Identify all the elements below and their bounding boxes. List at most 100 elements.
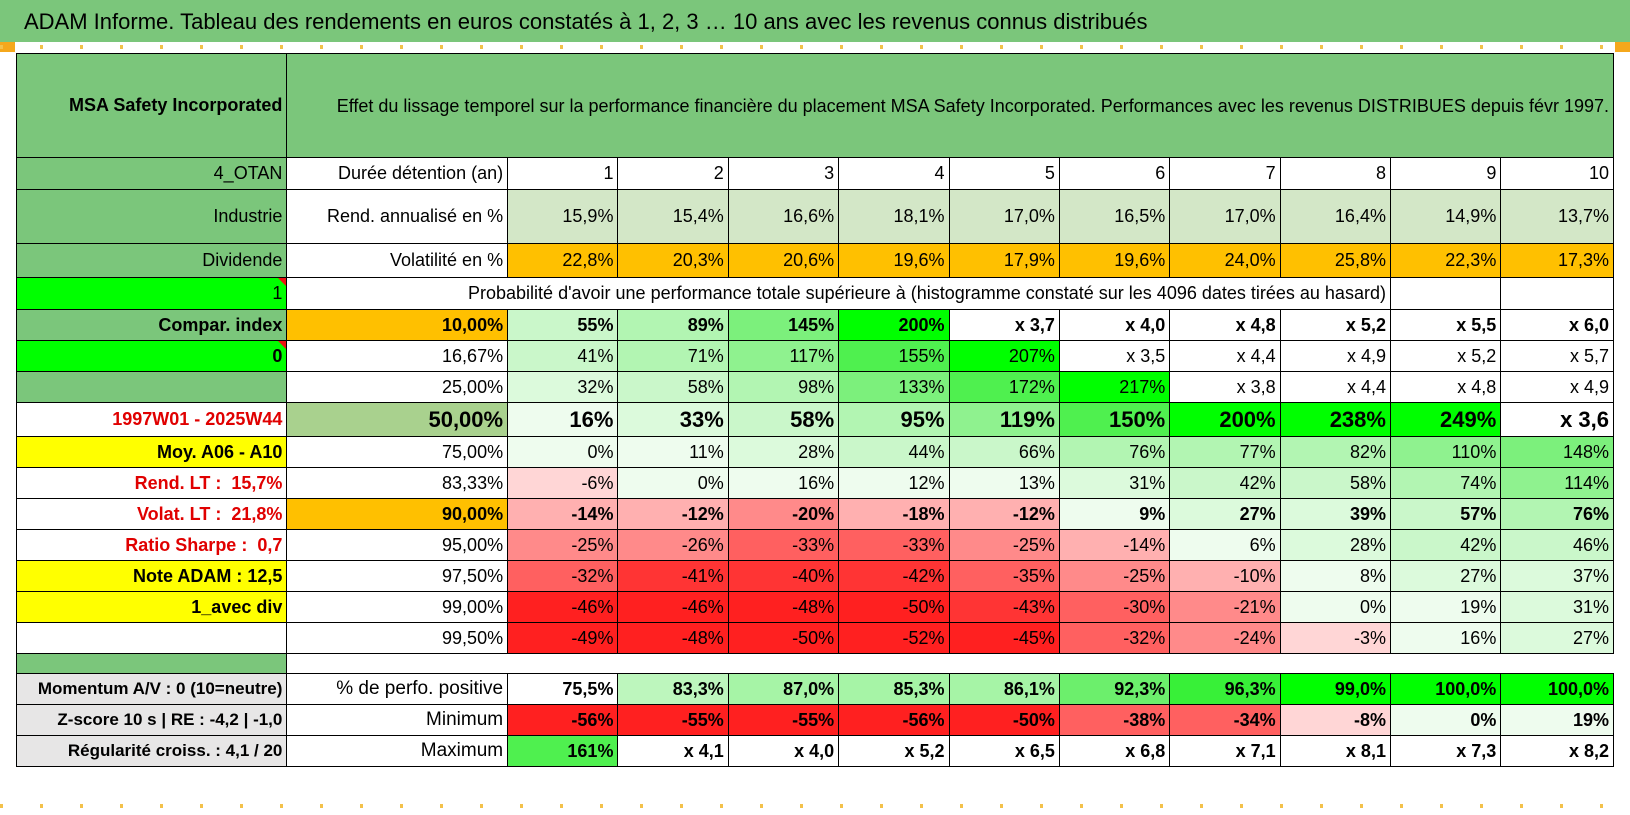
pos-cell: 100,0% [1500, 673, 1614, 705]
proba-cell: 200% [838, 309, 950, 341]
threshold-percent: 25,00% [286, 371, 509, 403]
rend-cell: 15,9% [507, 189, 619, 244]
momentum-indicator: Momentum A/V : 0 (10=neutre) [15, 673, 288, 705]
period-range: 1997W01 - 2025W44 [15, 402, 288, 437]
empty-left-cell [15, 622, 288, 654]
proba-cell: 33% [617, 402, 729, 437]
proba-cell: 28% [1279, 529, 1391, 561]
proba-cell: 150% [1058, 402, 1171, 437]
proba-cell: -50% [838, 591, 950, 623]
rend-cell: 16,4% [1279, 189, 1391, 244]
compar-index-label: Compar. index [15, 309, 288, 341]
proba-cell: 58% [727, 402, 840, 437]
proba-cell: -12% [617, 498, 729, 530]
proba-cell: 200% [1169, 402, 1281, 437]
min-cell: -55% [617, 704, 729, 736]
proba-cell: 172% [948, 371, 1060, 403]
proba-cell: 98% [727, 371, 840, 403]
proba-cell: -33% [838, 529, 950, 561]
proba-cell: -30% [1058, 591, 1171, 623]
proba-cell: 6% [1169, 529, 1281, 561]
vol-cell: 25,8% [1279, 243, 1391, 278]
proba-cell: 37% [1500, 560, 1614, 592]
proba-cell: -14% [1058, 529, 1171, 561]
rend-cell: 13,7% [1500, 189, 1614, 244]
empty-cell [1500, 277, 1614, 310]
pos-cell: 96,3% [1169, 673, 1281, 705]
top-dotted-border [0, 45, 1630, 49]
year-header: 8 [1279, 157, 1391, 190]
threshold-percent: 16,67% [286, 340, 509, 372]
proba-cell: 0% [617, 467, 729, 499]
volat-lt: Volat. LT : 21,8% [15, 498, 288, 530]
rend-cell: 15,4% [617, 189, 729, 244]
proba-cell: 8% [1279, 560, 1391, 592]
proba-cell: 42% [1389, 529, 1502, 561]
proba-cell: 66% [948, 436, 1060, 468]
proba-cell: 110% [1389, 436, 1502, 468]
zscore-indicator: Z-score 10 s | RE : -4,2 | -1,0 [15, 704, 288, 736]
proba-caption: Probabilité d'avoir une performance tota… [286, 277, 1391, 310]
proba-cell: x 5,5 [1389, 309, 1502, 341]
proba-cell: x 4,4 [1279, 371, 1391, 403]
proba-cell: x 5,2 [1279, 309, 1391, 341]
rend-cell: 17,0% [948, 189, 1060, 244]
proba-cell: 27% [1389, 560, 1502, 592]
proba-cell: -46% [507, 591, 619, 623]
min-cell: 19% [1500, 704, 1614, 736]
threshold-percent: 97,50% [286, 560, 509, 592]
proba-cell: -32% [507, 560, 619, 592]
proba-cell: -14% [507, 498, 619, 530]
proba-cell: x 4,0 [1058, 309, 1171, 341]
proba-cell: -10% [1169, 560, 1281, 592]
proba-cell: 71% [617, 340, 729, 372]
proba-cell: 133% [838, 371, 950, 403]
min-cell: -55% [727, 704, 840, 736]
table-description: Effet du lissage temporel sur la perform… [286, 53, 1614, 158]
asset-name: MSA Safety Incorporated [15, 53, 288, 158]
min-cell: -50% [948, 704, 1060, 736]
proba-cell: 148% [1500, 436, 1614, 468]
proba-cell: 46% [1500, 529, 1614, 561]
proba-cell: -25% [1058, 560, 1171, 592]
flag-zero: 0 [15, 340, 288, 372]
performance-table: MSA Safety Incorporated Effet du lissage… [15, 53, 1614, 767]
rend-cell: 18,1% [838, 189, 950, 244]
max-cell: x 7,1 [1169, 735, 1281, 767]
proba-cell: -25% [948, 529, 1060, 561]
proba-cell: -35% [948, 560, 1060, 592]
volat-lt-label: Volat. LT : [136, 503, 222, 524]
max-cell: x 4,1 [617, 735, 729, 767]
asset-code: 4_OTAN [15, 157, 288, 190]
proba-cell: 27% [1169, 498, 1281, 530]
proba-cell: x 3,5 [1058, 340, 1171, 372]
proba-cell: 117% [727, 340, 840, 372]
rend-lt: Rend. LT : 15,7% [15, 467, 288, 499]
proba-cell: 11% [617, 436, 729, 468]
year-header: 9 [1389, 157, 1502, 190]
proba-cell: 19% [1389, 591, 1502, 623]
proba-cell: 114% [1500, 467, 1614, 499]
rend-cell: 16,6% [727, 189, 840, 244]
max-cell: x 5,2 [838, 735, 950, 767]
report-title: ADAM Informe. Tableau des rendements en … [0, 0, 1630, 42]
vol-cell: 17,9% [948, 243, 1060, 278]
proba-cell: 12% [838, 467, 950, 499]
proba-cell: 95% [838, 402, 950, 437]
threshold-percent: 50,00% [286, 402, 509, 437]
bottom-dotted-border [0, 804, 1630, 808]
proba-cell: -6% [507, 467, 619, 499]
proba-cell: -42% [838, 560, 950, 592]
proba-cell: -45% [948, 622, 1060, 654]
max-cell: x 6,5 [948, 735, 1060, 767]
proba-cell: x 3,6 [1500, 402, 1614, 437]
rend-label: Rend. annualisé en % [286, 189, 509, 244]
proba-cell: -48% [727, 591, 840, 623]
min-cell: 0% [1389, 704, 1502, 736]
year-header: 5 [948, 157, 1060, 190]
proba-cell: x 3,7 [948, 309, 1060, 341]
spacer-cell [286, 653, 1614, 674]
sharpe-ratio-value: 0,7 [257, 534, 283, 555]
year-header: 10 [1500, 157, 1614, 190]
pos-cell: 85,3% [838, 673, 950, 705]
